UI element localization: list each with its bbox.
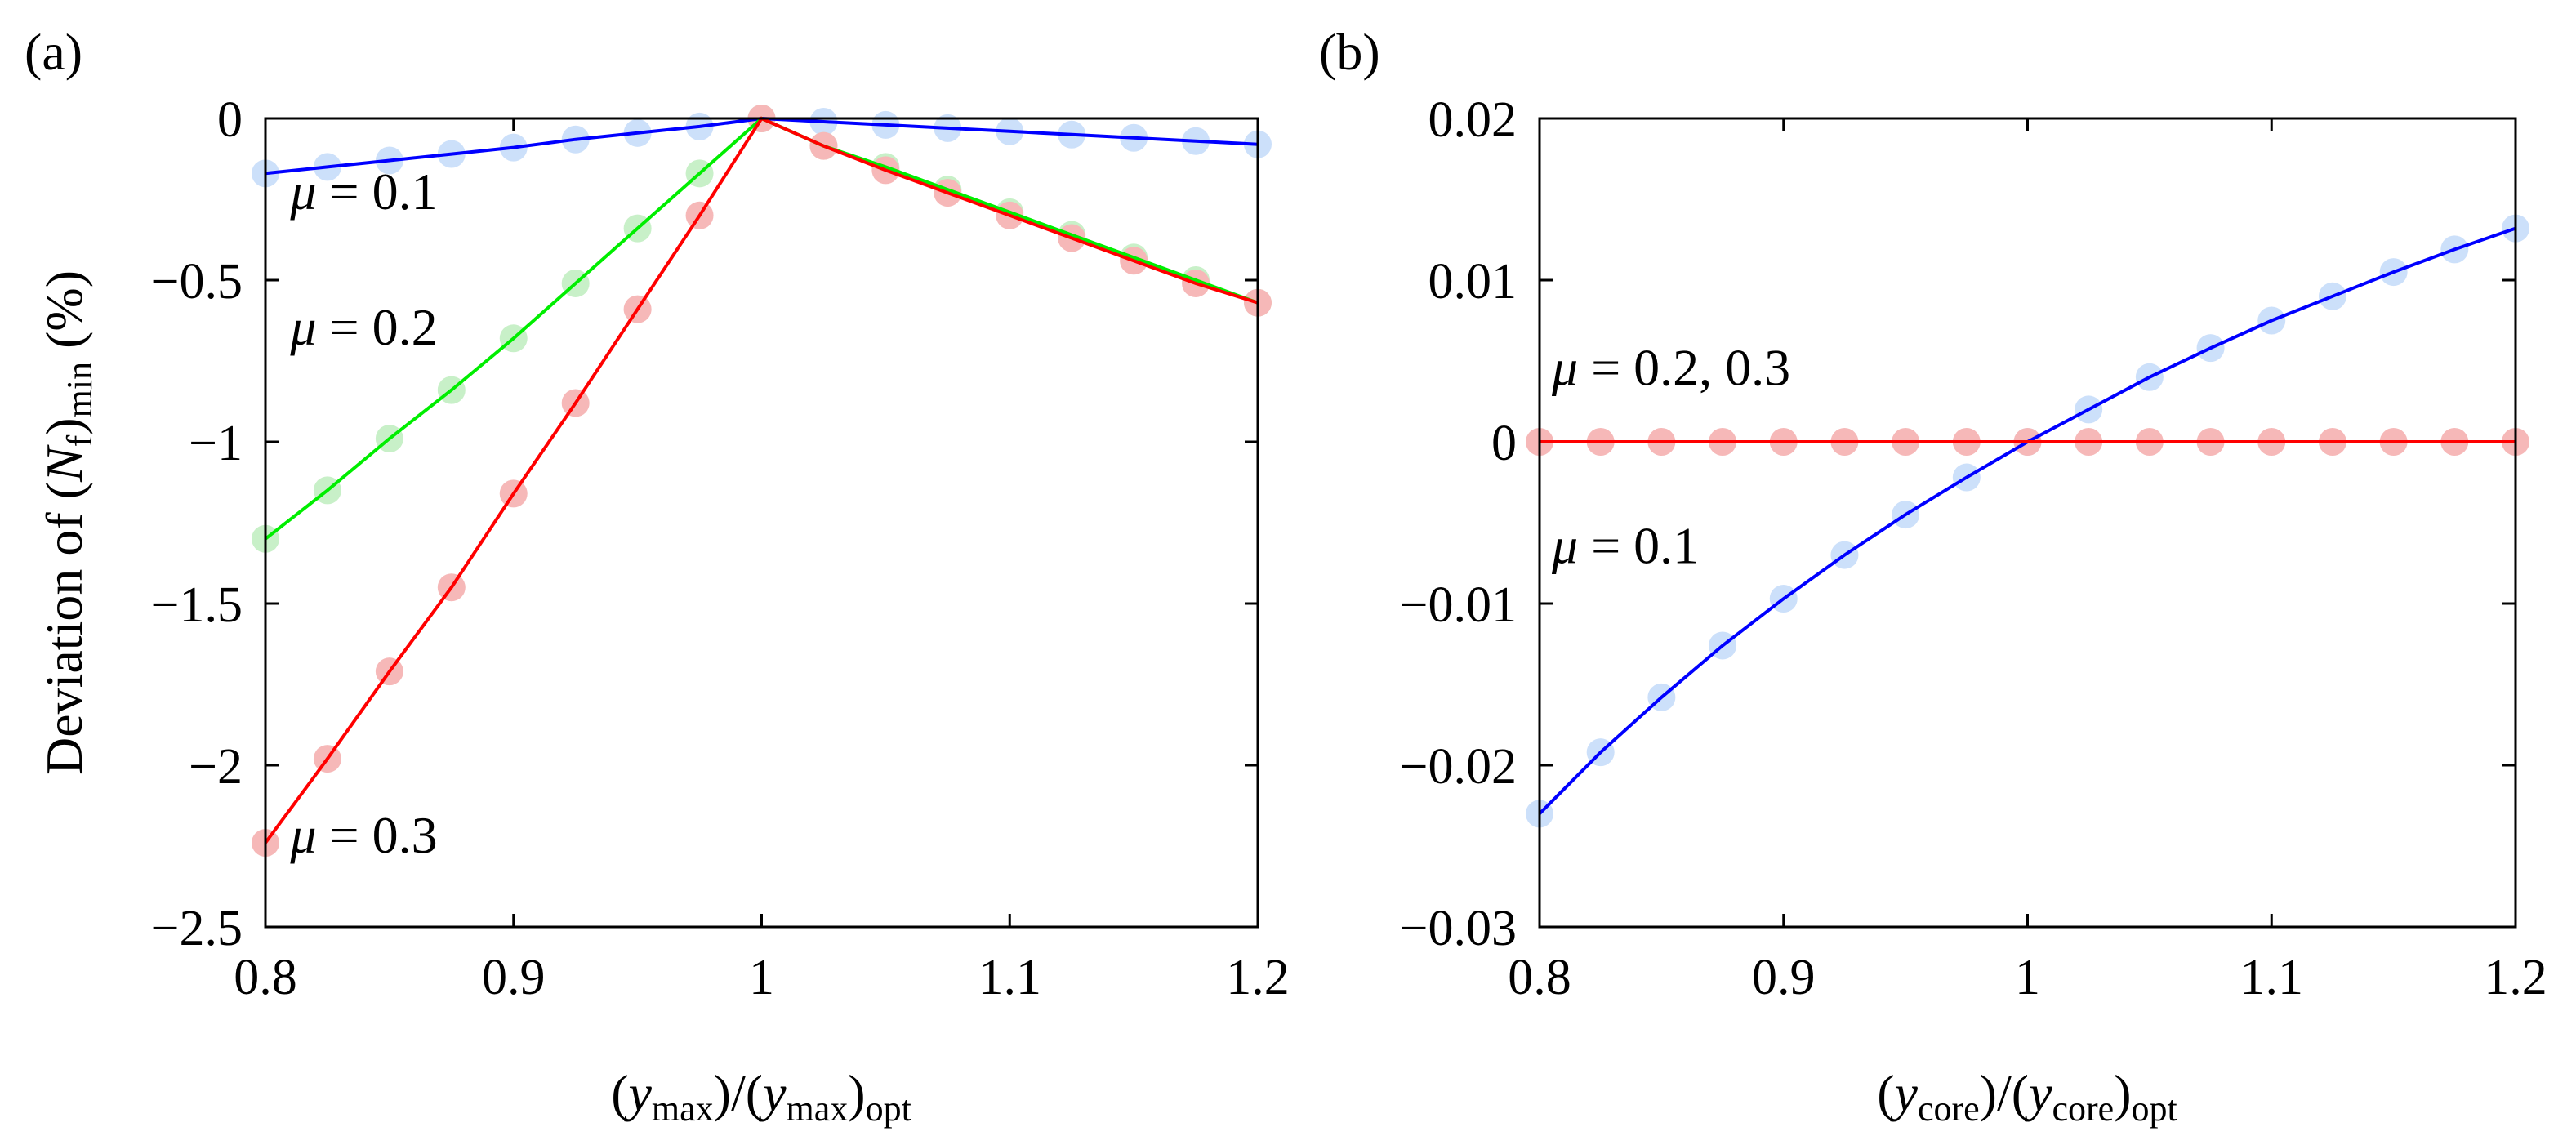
y-tick-label: −0.02 (1400, 739, 1517, 795)
panel-a-x-axis-label: (ymax)/(ymax)opt (611, 1064, 911, 1129)
x-tick-label: 0.8 (1508, 950, 1571, 1005)
x-tick-label: 0.9 (482, 950, 546, 1005)
y-tick-label: −0.01 (1400, 577, 1517, 633)
panel-b-x-axis-label: (ycore)/(ycore)opt (1877, 1064, 2177, 1129)
series-annotation: μ = 0.2 (289, 298, 437, 356)
y-tick-label: 0 (217, 92, 243, 148)
panel-a-annotations: μ = 0.1 μ = 0.2 μ = 0.3 (289, 163, 437, 864)
panel-b-plot-frame (1538, 117, 2517, 929)
x-tick-label: 0.8 (234, 950, 297, 1005)
series-annotation: μ = 0.2, 0.3 (1551, 339, 1790, 397)
panel-a-y-axis-label: Deviation of (Nf)min (%) (35, 270, 100, 775)
series-annotation: μ = 0.1 (1551, 517, 1699, 575)
x-tick-label: 1.1 (2240, 950, 2304, 1005)
x-tick-label: 0.9 (1752, 950, 1816, 1005)
series-annotation: μ = 0.3 (289, 806, 437, 864)
y-tick-label: 0.02 (1428, 92, 1518, 148)
y-tick-label: −1 (189, 416, 243, 471)
panel-label-b: (b) (1319, 23, 1380, 81)
series-line-a-3 (264, 116, 1259, 844)
panel-label-a: (a) (25, 23, 82, 81)
y-tick-label: −0.03 (1400, 901, 1517, 956)
panel-a-plot-frame (264, 117, 1259, 929)
y-tick-label: −2 (189, 739, 243, 795)
x-tick-label: 1.1 (978, 950, 1042, 1005)
x-tick-label: 1.2 (2484, 950, 2547, 1005)
y-tick-label: 0 (1491, 416, 1517, 471)
series-annotation: μ = 0.1 (289, 163, 437, 221)
y-tick-label: −2.5 (151, 901, 243, 956)
panel-b-series (1526, 214, 2529, 828)
panel-b-annotations: μ = 0.2, 0.3 μ = 0.1 (1551, 339, 1790, 575)
y-tick-label: −1.5 (151, 577, 243, 633)
x-tick-label: 1.2 (1226, 950, 1290, 1005)
y-tick-label: −0.5 (151, 254, 243, 310)
panel-a-ticks: 0.8 0.9 1 1.1 1.2 0 −0.5 −1 −1.5 −2 −2.5 (151, 92, 1290, 1005)
panel-a: (a) 0.8 0.9 1 1.1 1.2 0 −0.5 −1 −1.5 −2 −2.5 μ = 0… (25, 23, 1290, 1129)
x-tick-label: 1 (2015, 950, 2040, 1005)
y-tick-label: 0.01 (1428, 254, 1518, 310)
x-tick-label: 1 (749, 950, 774, 1005)
panel-b: (b) 0.8 0.9 1 1.1 1.2 0.02 0.01 0 −0.01 −0.02 −0.0… (1319, 23, 2547, 1129)
